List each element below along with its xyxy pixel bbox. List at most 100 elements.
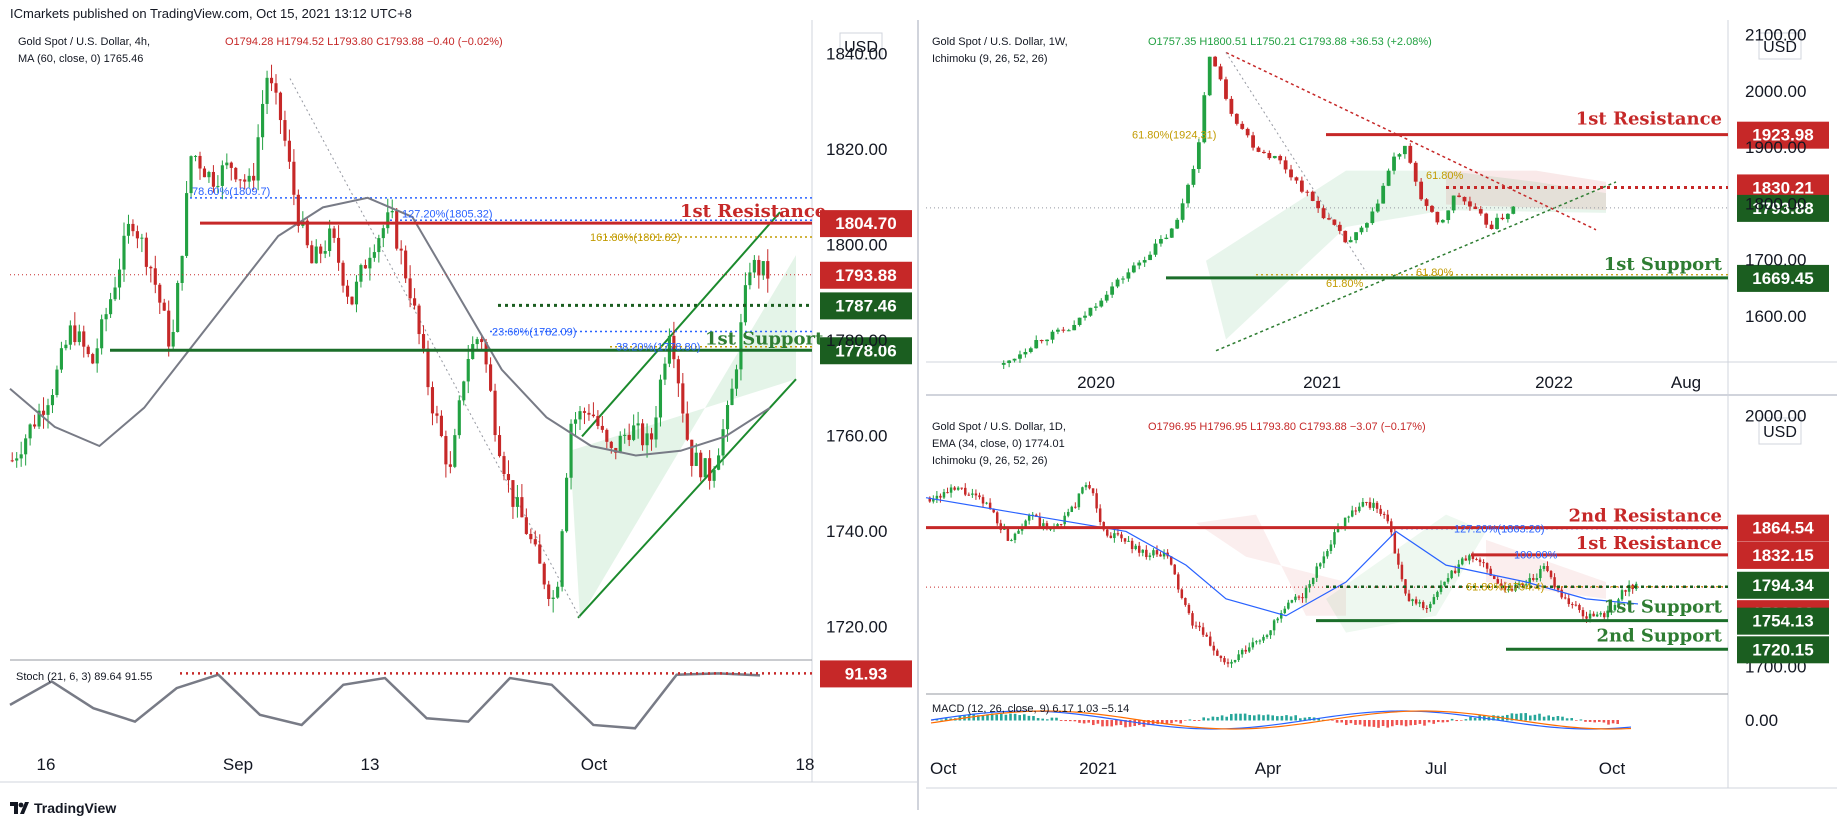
candle-body	[1289, 169, 1293, 178]
candle-body	[956, 487, 960, 490]
price-tag-level-4h-bg	[820, 292, 912, 320]
candle-body	[1316, 200, 1321, 209]
candle-body	[1212, 645, 1216, 651]
legend-symbol-1w: Gold Spot / U.S. Dollar, 1W,	[932, 36, 1068, 48]
candle-body	[1187, 604, 1191, 614]
candle-body	[426, 348, 430, 388]
macd-bar	[1496, 715, 1500, 721]
macd-bar	[1570, 718, 1573, 721]
legend-ema-1d: EMA (34, close, 0) 1774.01	[932, 438, 1065, 450]
fib-label-1w-b: 61.80%	[1326, 278, 1364, 290]
candle-body	[480, 339, 484, 343]
candle-body	[1240, 123, 1245, 129]
candle-body	[417, 305, 421, 335]
candle-body	[515, 497, 519, 507]
candle-body	[1310, 191, 1315, 201]
candle-body	[15, 458, 19, 461]
price-tag-sup2-1d-bg	[1737, 636, 1829, 664]
candle-body	[328, 228, 332, 252]
macd-bar	[1391, 720, 1394, 727]
candle-body	[274, 83, 278, 93]
candle-body	[109, 299, 113, 315]
candle-body	[1120, 534, 1123, 539]
macd-bar	[1050, 717, 1054, 721]
price-tag-res1-1d: 1832.15	[1752, 546, 1813, 565]
price-tag-support-1w-bg	[1737, 264, 1829, 292]
candle-body	[287, 140, 291, 162]
candle-body	[162, 302, 166, 311]
macd-bar	[1101, 720, 1104, 727]
candle-body	[1006, 528, 1010, 541]
macd-bar	[1248, 714, 1251, 721]
macd-bar	[1547, 715, 1550, 721]
macd-bar	[1202, 717, 1205, 721]
candle-body	[1145, 549, 1148, 558]
candle-body	[1262, 151, 1266, 154]
macd-bar	[1345, 720, 1348, 726]
candle-body	[1290, 600, 1294, 603]
candle-body	[1173, 564, 1176, 575]
candle-body	[1407, 593, 1411, 602]
candle-body	[1473, 206, 1478, 210]
candle-body	[1216, 650, 1219, 656]
candle-body	[158, 284, 162, 303]
candle-body	[265, 77, 269, 104]
macd-bar	[1450, 718, 1454, 721]
ichimoku-cloud-red-1d	[1196, 514, 1346, 616]
candle-body	[1329, 544, 1333, 551]
candle-body	[1056, 524, 1059, 528]
candle-body	[1414, 599, 1418, 604]
candle-body	[1546, 565, 1549, 571]
candle-body	[1198, 625, 1201, 628]
candle-body	[1208, 636, 1212, 646]
ichimoku-cloud-green	[1206, 170, 1606, 340]
candle-body	[1056, 329, 1060, 332]
candle-body	[1020, 527, 1024, 531]
candle-body	[1137, 262, 1142, 266]
candle-body	[1027, 515, 1031, 521]
candle-body	[1233, 660, 1237, 662]
candle-body	[345, 285, 350, 297]
candle-body	[37, 410, 41, 427]
candle-body	[1418, 602, 1421, 604]
candle-body	[28, 424, 32, 439]
candle-body	[1219, 655, 1223, 659]
legend-symbol-4h: Gold Spot / U.S. Dollar, 4h,	[18, 36, 150, 48]
macd-bar	[977, 715, 980, 721]
candle-body	[1361, 501, 1365, 507]
candle-body	[1196, 142, 1201, 170]
candle-body	[1279, 613, 1283, 619]
macd-zero-tick: 0.00	[1745, 711, 1778, 730]
trendline-down-1w	[1225, 51, 1597, 231]
macd-bar	[1234, 713, 1238, 721]
candle-body	[19, 454, 23, 459]
candle-body	[1440, 220, 1445, 223]
candle-body	[439, 415, 443, 437]
candle-body	[269, 77, 274, 84]
candle-body	[296, 194, 300, 226]
candle-body	[1088, 307, 1093, 316]
macd-bar	[1473, 717, 1477, 721]
candle-body	[1574, 604, 1578, 606]
macd-bar	[981, 715, 985, 721]
candle-body	[314, 246, 318, 264]
candle-body	[1393, 532, 1397, 554]
candle-body	[1365, 223, 1369, 228]
candle-body	[1061, 329, 1066, 331]
macd-bar	[1584, 720, 1587, 722]
macd-bar	[1064, 720, 1067, 722]
candle-body	[964, 487, 967, 495]
macd-bar	[1280, 715, 1284, 721]
y-tick-1w: 1700.00	[1745, 251, 1806, 270]
candle-body	[1218, 66, 1223, 80]
candle-body	[1424, 199, 1429, 206]
candle-body	[1485, 563, 1489, 569]
candle-body	[1489, 568, 1492, 576]
candle-body	[703, 458, 707, 478]
macd-bar	[940, 719, 943, 721]
candle-body	[1098, 508, 1102, 523]
candle-body	[632, 425, 636, 440]
candle-body	[725, 405, 730, 430]
macd-bar	[1335, 720, 1339, 723]
currency-badge-1w	[1758, 32, 1802, 60]
